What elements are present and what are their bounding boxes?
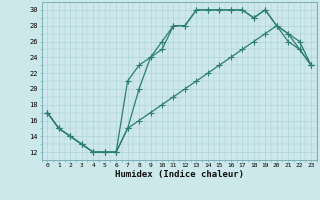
X-axis label: Humidex (Indice chaleur): Humidex (Indice chaleur) <box>115 170 244 179</box>
